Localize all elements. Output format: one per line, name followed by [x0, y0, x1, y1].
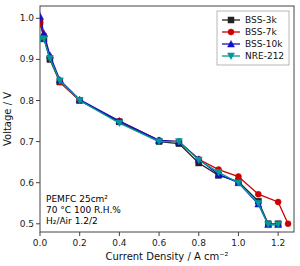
plot-area: [40, 13, 291, 228]
x-tick-label: 0.2: [73, 238, 87, 248]
legend-marker: [228, 17, 234, 23]
legend-label: NRE-212: [245, 51, 284, 61]
x-tick-label: 0.8: [192, 238, 207, 248]
y-tick-label: 0.5: [20, 219, 34, 229]
series-marker: [215, 169, 222, 176]
annotation-line: 70 °C 100 R.H.%: [46, 205, 121, 215]
x-tick-label: 0.4: [112, 238, 127, 248]
y-tick: [36, 18, 40, 19]
y-tick: [36, 223, 40, 224]
series-line: [40, 39, 278, 225]
legend-label: BSS-3k: [245, 15, 277, 25]
series-marker: [255, 191, 261, 197]
plot-frame: [40, 6, 294, 232]
y-tick-label: 0.8: [20, 96, 35, 106]
series-marker: [175, 139, 182, 146]
series-line: [40, 22, 288, 223]
x-tick-label: 1.2: [271, 238, 285, 248]
series-marker: [156, 139, 162, 145]
series-marker: [255, 201, 262, 208]
series-marker: [40, 36, 47, 43]
series-marker: [235, 174, 241, 180]
y-tick: [36, 100, 40, 101]
legend-marker: [228, 53, 235, 60]
y-tick-label: 0.6: [20, 178, 35, 188]
series-marker: [116, 120, 123, 127]
x-tick-label: 1.0: [231, 238, 246, 248]
series-marker: [40, 13, 44, 20]
series-marker: [275, 222, 282, 229]
y-tick-label: 1.0: [20, 13, 35, 23]
x-tick: [198, 232, 199, 236]
series-marker: [285, 221, 291, 227]
legend-marker: [228, 41, 235, 48]
series-marker: [156, 139, 163, 146]
legend-marker: [228, 29, 234, 35]
series-marker: [235, 180, 242, 187]
legend: BSS-3k BSS-7k BSS-10k NRE-212: [217, 11, 289, 65]
series-marker: [275, 199, 281, 205]
x-tick: [119, 232, 120, 236]
y-tick: [36, 182, 40, 183]
y-tick: [36, 141, 40, 142]
legend-frame: [217, 11, 289, 65]
x-tick: [159, 232, 160, 236]
legend-label: BSS-10k: [245, 39, 283, 49]
series-marker: [40, 30, 47, 37]
chart: 0.00.20.40.60.81.01.20.50.60.70.80.91.0C…: [0, 0, 300, 266]
series-marker: [76, 98, 83, 105]
series-marker: [195, 157, 202, 164]
x-tick: [278, 232, 279, 236]
y-tick-label: 0.9: [20, 54, 35, 64]
x-axis-label: Current Density / A cm⁻²: [105, 251, 228, 262]
series-marker: [46, 56, 53, 63]
x-tick-label: 0.0: [33, 238, 48, 248]
legend-label: BSS-7k: [245, 27, 277, 37]
y-tick-label: 0.7: [20, 137, 34, 147]
annotation-line: H₂/Air 1.2/2: [46, 216, 98, 226]
x-tick: [40, 232, 41, 236]
series-marker: [265, 222, 272, 229]
series-marker: [56, 78, 63, 85]
annotation: PEMFC 25cm²70 °C 100 R.H.%H₂/Air 1.2/2: [46, 194, 121, 226]
annotation-line: PEMFC 25cm²: [46, 194, 108, 204]
x-tick: [238, 232, 239, 236]
series-marker: [255, 200, 262, 207]
y-tick: [36, 59, 40, 60]
x-tick: [79, 232, 80, 236]
y-axis-label: Voltage / V: [2, 92, 13, 146]
x-tick-label: 0.6: [152, 238, 167, 248]
